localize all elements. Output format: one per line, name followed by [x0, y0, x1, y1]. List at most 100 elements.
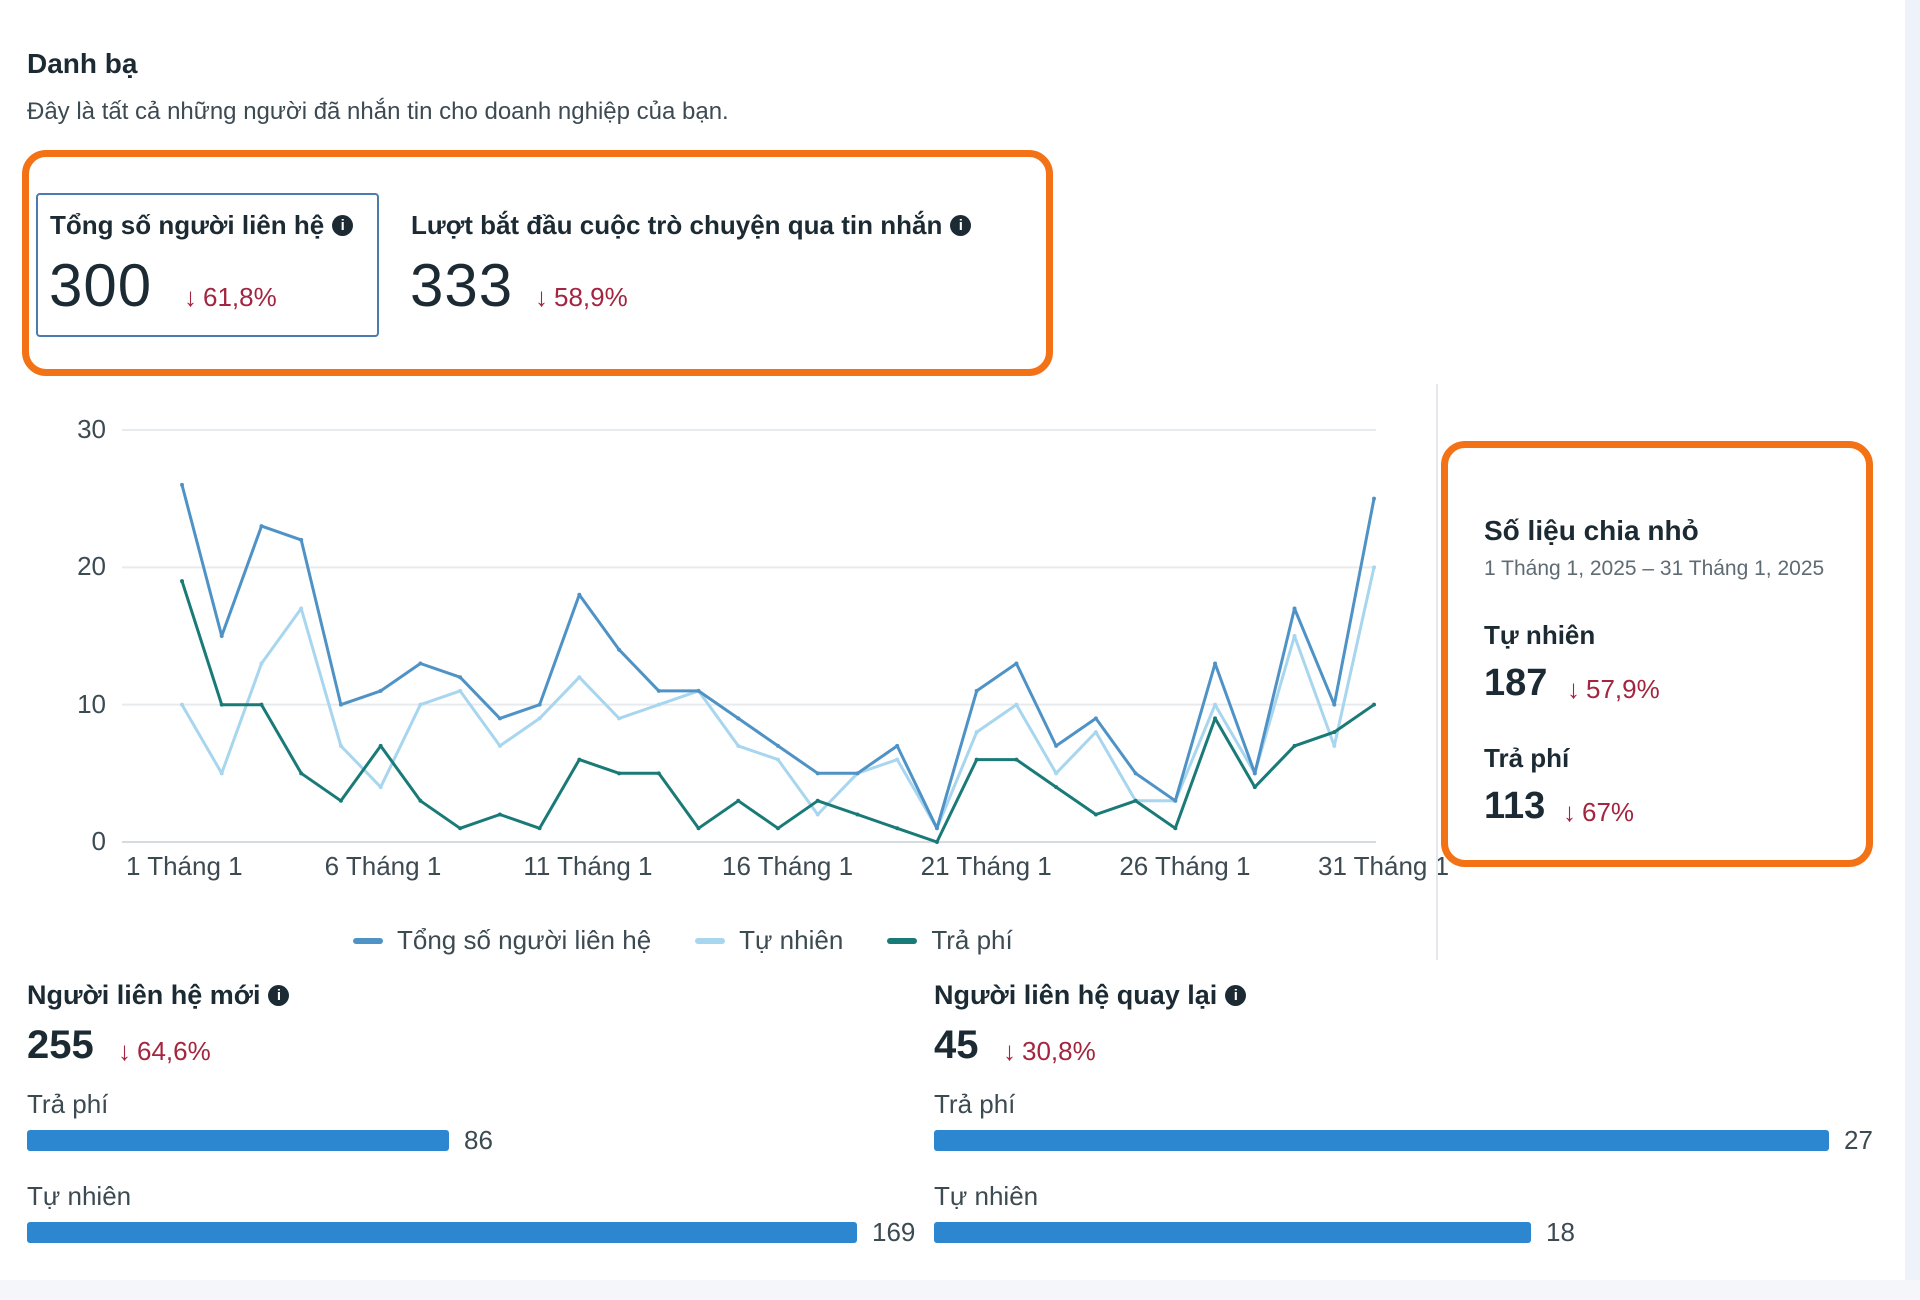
data-point[interactable] — [656, 702, 661, 707]
data-point[interactable] — [1173, 826, 1178, 831]
data-point[interactable] — [378, 785, 383, 790]
data-point[interactable] — [1093, 730, 1098, 735]
legend-item-total[interactable]: Tổng số người liên hệ — [353, 925, 651, 956]
data-point[interactable] — [1372, 496, 1376, 501]
data-point[interactable] — [1173, 798, 1178, 803]
legend-item-paid[interactable]: Trả phí — [887, 925, 1013, 956]
data-point[interactable] — [1332, 743, 1337, 748]
conversations-label[interactable]: Lượt bắt đầu cuộc trò chuyện qua tin nhắ… — [411, 210, 972, 241]
data-point[interactable] — [696, 688, 701, 693]
data-point[interactable] — [974, 688, 979, 693]
data-point[interactable] — [378, 688, 383, 693]
data-point[interactable] — [895, 757, 900, 762]
data-point[interactable] — [1252, 785, 1257, 790]
data-point[interactable] — [895, 743, 900, 748]
data-point[interactable] — [1332, 702, 1337, 707]
data-point[interactable] — [577, 757, 582, 762]
data-point[interactable] — [577, 592, 582, 597]
data-point[interactable] — [736, 743, 741, 748]
data-point[interactable] — [1213, 702, 1218, 707]
legend-swatch-organic — [695, 937, 726, 944]
contacts-line-chart[interactable] — [0, 0, 1440, 900]
data-point[interactable] — [815, 771, 820, 776]
series-line-2[interactable] — [180, 580, 1375, 844]
data-point[interactable] — [299, 771, 304, 776]
data-point[interactable] — [776, 743, 780, 748]
data-point[interactable] — [974, 757, 979, 762]
data-point[interactable] — [934, 826, 939, 831]
data-point[interactable] — [696, 826, 701, 831]
data-point[interactable] — [537, 826, 542, 831]
data-point[interactable] — [736, 798, 741, 803]
data-point[interactable] — [815, 798, 820, 803]
data-point[interactable] — [855, 812, 860, 817]
data-point[interactable] — [577, 675, 582, 680]
data-point[interactable] — [338, 798, 343, 803]
data-point[interactable] — [1054, 785, 1059, 790]
data-point[interactable] — [1133, 771, 1138, 776]
data-point[interactable] — [974, 730, 979, 735]
legend-item-organic[interactable]: Tự nhiên — [695, 925, 843, 956]
data-point[interactable] — [219, 771, 224, 776]
data-point[interactable] — [1292, 634, 1297, 638]
data-point[interactable] — [259, 702, 264, 707]
data-point[interactable] — [1252, 771, 1257, 776]
data-point[interactable] — [1292, 606, 1297, 611]
data-point[interactable] — [617, 716, 622, 721]
data-point[interactable] — [458, 675, 463, 680]
data-point[interactable] — [815, 812, 820, 817]
data-point[interactable] — [299, 537, 304, 542]
data-point[interactable] — [458, 826, 463, 831]
data-point[interactable] — [855, 771, 860, 776]
data-point[interactable] — [378, 743, 383, 748]
data-point[interactable] — [1372, 565, 1376, 570]
data-point[interactable] — [259, 661, 264, 666]
data-point[interactable] — [1372, 702, 1376, 707]
data-point[interactable] — [497, 812, 502, 817]
arrow-down-icon: ↓ — [184, 282, 197, 312]
data-point[interactable] — [1213, 716, 1218, 721]
data-point[interactable] — [656, 688, 661, 693]
data-point[interactable] — [617, 771, 622, 776]
data-point[interactable] — [1054, 771, 1059, 776]
data-point[interactable] — [934, 840, 939, 844]
data-point[interactable] — [1014, 757, 1019, 762]
data-point[interactable] — [299, 606, 304, 611]
metric-card-total-contacts[interactable] — [36, 193, 379, 337]
info-icon[interactable]: i — [950, 215, 972, 236]
info-icon[interactable]: i — [268, 985, 290, 1006]
data-point[interactable] — [1093, 812, 1098, 817]
data-point[interactable] — [736, 716, 741, 721]
data-point[interactable] — [418, 661, 423, 666]
data-point[interactable] — [1054, 743, 1059, 748]
data-point[interactable] — [497, 743, 502, 748]
data-point[interactable] — [1133, 798, 1138, 803]
data-point[interactable] — [259, 524, 264, 529]
data-point[interactable] — [537, 702, 542, 707]
data-point[interactable] — [1213, 661, 1218, 666]
data-point[interactable] — [656, 771, 661, 776]
data-point[interactable] — [338, 743, 343, 748]
data-point[interactable] — [895, 826, 900, 831]
data-point[interactable] — [180, 579, 184, 584]
data-point[interactable] — [1332, 730, 1337, 735]
info-icon[interactable]: i — [332, 215, 354, 236]
data-point[interactable] — [776, 826, 780, 831]
data-point[interactable] — [1292, 743, 1297, 748]
data-point[interactable] — [537, 716, 542, 721]
info-icon[interactable]: i — [1225, 985, 1247, 1006]
data-point[interactable] — [617, 647, 622, 652]
data-point[interactable] — [219, 634, 224, 638]
data-point[interactable] — [458, 688, 463, 693]
data-point[interactable] — [1093, 716, 1098, 721]
data-point[interactable] — [776, 757, 780, 762]
data-point[interactable] — [180, 702, 184, 707]
data-point[interactable] — [1014, 661, 1019, 666]
data-point[interactable] — [180, 482, 184, 487]
data-point[interactable] — [219, 702, 224, 707]
data-point[interactable] — [1014, 702, 1019, 707]
data-point[interactable] — [497, 716, 502, 721]
data-point[interactable] — [338, 702, 343, 707]
data-point[interactable] — [418, 702, 423, 707]
data-point[interactable] — [418, 798, 423, 803]
